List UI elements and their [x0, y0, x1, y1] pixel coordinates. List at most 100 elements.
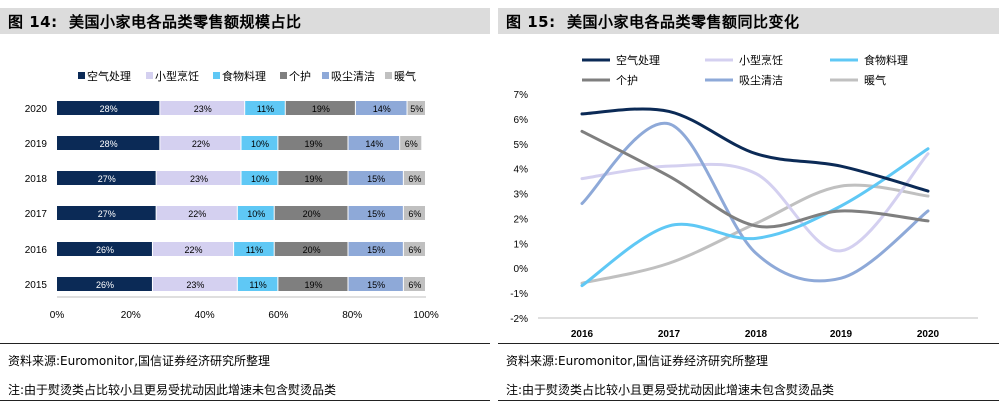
- legend-label: 个护: [289, 69, 311, 83]
- legend-label: 吸尘清洁: [739, 74, 783, 87]
- bar-segment: [156, 171, 241, 185]
- y-tick-label: 1%: [514, 239, 529, 250]
- data-label: 27%: [98, 209, 116, 219]
- data-label: 26%: [96, 280, 114, 290]
- y-tick-label: 6%: [514, 115, 529, 126]
- legend-label: 小型烹饪: [155, 69, 199, 83]
- y-tick-label: 5%: [514, 140, 529, 151]
- bar-segment: [152, 277, 237, 291]
- data-label: 19%: [304, 280, 322, 290]
- bar-segment: [403, 277, 425, 291]
- data-label: 15%: [367, 174, 385, 184]
- category-label: 2020: [25, 104, 48, 115]
- bar-segment: [57, 242, 152, 256]
- legend-label: 暖气: [394, 69, 416, 83]
- x-tick-label: 60%: [268, 310, 288, 321]
- data-label: 10%: [251, 174, 269, 184]
- y-tick-label: 7%: [514, 90, 529, 101]
- data-label: 10%: [247, 209, 265, 219]
- data-label: 5%: [410, 104, 423, 114]
- category-label: 2015: [25, 280, 48, 291]
- data-label: 6%: [408, 245, 421, 255]
- series-line: [580, 121, 930, 283]
- data-label: 11%: [246, 245, 263, 255]
- x-tick-label: 80%: [342, 310, 362, 321]
- y-tick-label: -2%: [510, 314, 528, 325]
- bar-segment: [156, 206, 237, 220]
- data-label: 20%: [303, 209, 321, 219]
- category-label: 2018: [25, 174, 48, 185]
- bar-segment: [403, 206, 425, 220]
- x-tick-label: 2016: [571, 329, 594, 340]
- right-note: 注:由于熨烫类占比较小且更易受扰动因此增速未包含熨烫品类: [506, 383, 835, 397]
- data-label: 10%: [251, 139, 269, 149]
- data-label: 23%: [186, 280, 204, 290]
- bar-segment: [57, 171, 156, 185]
- x-tick-label: 0%: [50, 310, 65, 321]
- bar-segment: [274, 242, 348, 256]
- left-note: 注:由于熨烫类占比较小且更易受扰动因此增速未包含熨烫品类: [8, 383, 337, 397]
- data-label: 22%: [188, 209, 206, 219]
- bar-segment: [355, 101, 407, 115]
- bar-segment: [57, 101, 160, 115]
- legend-swatch: [385, 72, 392, 79]
- data-label: 26%: [96, 245, 114, 255]
- data-label: 15%: [367, 209, 385, 219]
- data-label: 14%: [365, 139, 383, 149]
- data-label: 20%: [303, 245, 321, 255]
- left-chart-title: 图 14: 美国小家电各品类零售额规模占比: [8, 13, 302, 31]
- legend-swatch: [146, 72, 153, 79]
- right-bottom-rule: [498, 400, 999, 401]
- legend-swatch: [78, 72, 85, 79]
- bar-segment: [237, 206, 274, 220]
- legend-label: 食物料理: [864, 53, 908, 67]
- bar-segment: [57, 136, 160, 150]
- bar-segment: [234, 242, 274, 256]
- x-tick-label: 20%: [121, 310, 141, 321]
- bar-segment: [403, 171, 425, 185]
- bar-segment: [57, 277, 152, 291]
- series-line: [580, 107, 930, 193]
- bar-segment: [160, 101, 245, 115]
- bar-segment: [348, 277, 403, 291]
- data-label: 27%: [98, 174, 116, 184]
- bar-segment: [278, 277, 348, 291]
- left-title-bar: 图 14: 美国小家电各品类零售额规模占比: [0, 8, 490, 34]
- right-title-bar: 图 15: 美国小家电各品类零售额同比变化: [498, 8, 999, 34]
- bar-segment: [152, 242, 234, 256]
- legend-swatch: [322, 72, 329, 79]
- bar-segment: [241, 136, 278, 150]
- bar-segment: [348, 206, 403, 220]
- bar-segment: [245, 101, 285, 115]
- right-top-rule: [498, 343, 999, 344]
- left-top-rule: [0, 343, 490, 344]
- data-label: 23%: [194, 104, 212, 114]
- left-source: 资料来源:Euromonitor,国信证券经济研究所整理: [8, 354, 271, 368]
- legend-label: 个护: [616, 73, 638, 87]
- y-tick-label: 3%: [514, 190, 529, 201]
- right-source: 资料来源:Euromonitor,国信证券经济研究所整理: [506, 354, 769, 368]
- data-label: 19%: [312, 104, 330, 114]
- bar-segment: [241, 171, 278, 185]
- bar-segment: [237, 277, 278, 291]
- line-chart: -2% -1% 0% 1% 2% 3% 4% 5% 6% 7% 2016 2017 2018 2019 20…: [510, 53, 978, 340]
- legend-swatch: [213, 72, 220, 79]
- y-tick-label: -1%: [510, 289, 528, 300]
- series-line: [580, 129, 930, 229]
- series-line: [580, 152, 930, 253]
- data-label: 19%: [304, 139, 322, 149]
- data-label: 11%: [249, 280, 266, 290]
- legend-label: 空气处理: [616, 53, 660, 67]
- y-tick-label: 0%: [514, 264, 529, 275]
- category-label: 2016: [25, 245, 48, 256]
- x-tick-label: 2017: [658, 329, 681, 340]
- right-chart-title: 图 15: 美国小家电各品类零售额同比变化: [506, 13, 800, 31]
- bar-segment: [285, 101, 355, 115]
- x-tick-label: 2020: [917, 329, 940, 340]
- data-label: 6%: [408, 209, 421, 219]
- category-label: 2017: [25, 209, 48, 220]
- x-tick-label: 2018: [745, 329, 768, 340]
- bar-segment: [278, 136, 348, 150]
- data-label: 6%: [408, 174, 421, 184]
- left-chart-panel: 图 14: 美国小家电各品类零售额规模占比 空气处理 小型烹饪 食物料理 个护 吸尘清洁…: [0, 0, 490, 403]
